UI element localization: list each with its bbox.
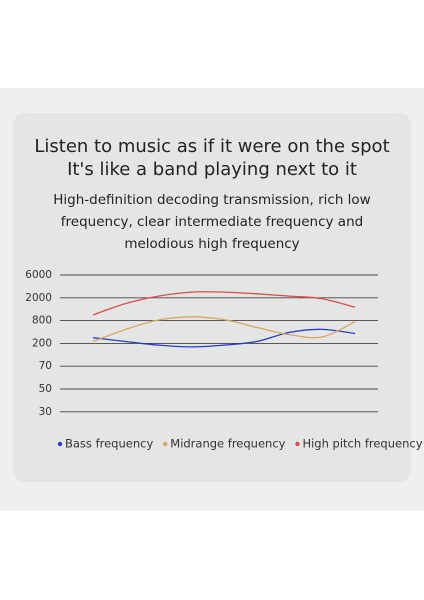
y-tick-label: 30 bbox=[39, 406, 52, 418]
y-tick-label: 70 bbox=[39, 360, 52, 372]
y-tick-label: 2000 bbox=[25, 292, 52, 304]
legend-label: Bass frequency bbox=[65, 437, 153, 451]
series-line bbox=[92, 316, 356, 343]
chart-subtitle: melodious high frequency bbox=[124, 236, 299, 252]
series-line bbox=[92, 291, 356, 316]
y-tick-label: 6000 bbox=[25, 269, 52, 281]
legend-marker bbox=[163, 441, 168, 447]
chart-subtitle: frequency, clear intermediate frequency … bbox=[61, 214, 363, 230]
legend-marker bbox=[295, 441, 300, 447]
legend-label: Midrange frequency bbox=[170, 437, 285, 451]
y-tick-label: 50 bbox=[39, 383, 52, 395]
y-tick-label: 200 bbox=[32, 337, 52, 349]
chart-subtitle: High-definition decoding transmission, r… bbox=[53, 192, 370, 208]
chart-title: Listen to music as if it were on the spo… bbox=[34, 136, 389, 157]
y-tick-label: 800 bbox=[32, 315, 52, 327]
chart-title: It's like a band playing next to it bbox=[67, 159, 357, 180]
legend-marker bbox=[57, 441, 63, 447]
series-line bbox=[92, 328, 356, 348]
legend-label: High pitch frequency bbox=[302, 437, 422, 451]
